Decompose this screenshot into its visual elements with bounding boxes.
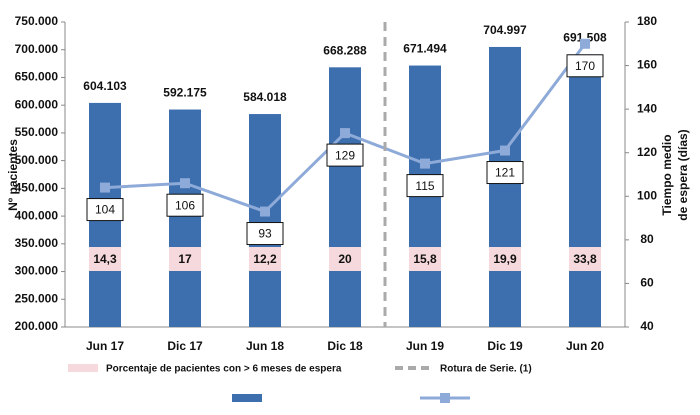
y-tick-label: 250.000: [15, 291, 59, 305]
legend-label: Porcentaje de pacientes con > 6 meses de…: [106, 364, 342, 375]
percent-label: 19,9: [493, 252, 517, 266]
legend-swatch: [232, 394, 262, 402]
y2-axis-label: de espera (días): [676, 129, 690, 220]
line-label-box: [406, 174, 444, 198]
line-label-box: [246, 222, 284, 246]
percent-label: 15,8: [413, 252, 437, 266]
percent-box: [249, 247, 281, 271]
y-tick-label: 300.000: [15, 264, 59, 278]
line-marker: [180, 178, 190, 189]
x-tick-label: Jun 18: [246, 339, 284, 353]
y-tick-label: 400.000: [15, 208, 59, 222]
percent-label: 12,2: [253, 252, 277, 266]
x-tick-label: Dic 18: [327, 339, 363, 353]
line-label-box: [166, 193, 204, 217]
line-value-label: 129: [335, 148, 355, 162]
line-marker: [420, 158, 430, 169]
line-label-box: [326, 143, 364, 167]
bar-value-label: 691.508: [563, 31, 607, 45]
x-tick-label: Jun 19: [406, 339, 444, 353]
y2-tick-label: 180: [637, 14, 657, 28]
y2-tick-label: 80: [640, 232, 654, 246]
percent-label: 14,3: [93, 252, 117, 266]
bar-value-label: 704.997: [483, 23, 527, 37]
y2-axis-label: Tiempo medio: [660, 134, 674, 215]
y-tick-label: 700.000: [15, 42, 59, 56]
line-value-label: 106: [175, 198, 195, 212]
x-tick-label: Jun 20: [566, 339, 604, 353]
percent-box: [489, 247, 521, 271]
percent-label: 20: [338, 252, 352, 266]
bar: [169, 109, 201, 327]
line-label-box: [566, 54, 604, 78]
x-tick-label: Dic 17: [167, 339, 203, 353]
percent-label: 33,8: [573, 252, 597, 266]
y-tick-label: 350.000: [15, 236, 59, 250]
percent-box: [409, 247, 441, 271]
percent-box: [569, 247, 601, 271]
line-marker: [340, 128, 350, 139]
bar-value-label: 668.288: [323, 43, 367, 57]
line-marker: [500, 145, 510, 156]
x-tick-label: Jun 17: [86, 339, 124, 353]
legend-swatch: [68, 364, 98, 372]
line-label-box: [86, 198, 124, 222]
y-tick-label: 500.000: [15, 153, 59, 167]
bar: [489, 46, 521, 327]
line-value-label: 115: [415, 179, 434, 193]
y-tick-label: 600.000: [15, 97, 59, 111]
line-value-label: 93: [258, 227, 272, 241]
percent-box: [89, 247, 121, 271]
y2-tick-label: 140: [637, 101, 657, 115]
y-tick-label: 750.000: [15, 14, 59, 28]
y2-tick-label: 100: [637, 188, 657, 202]
percent-box: [329, 247, 361, 271]
line-marker: [260, 206, 270, 217]
percent-label: 17: [178, 252, 192, 266]
line-value-label: 104: [95, 203, 115, 217]
percent-box: [169, 247, 201, 271]
y-tick-label: 550.000: [15, 125, 59, 139]
line-value-label: 121: [495, 166, 515, 180]
bar-value-label: 592.175: [163, 86, 207, 100]
bar-value-label: 671.494: [403, 42, 447, 56]
x-tick-label: Dic 19: [487, 339, 523, 353]
y2-tick-label: 40: [640, 319, 654, 333]
bar: [249, 114, 281, 328]
legend-label: Rotura de Serie. (1): [440, 364, 532, 375]
bar-value-label: 604.103: [83, 79, 127, 93]
y-axis-label: Nº pacientes: [6, 139, 20, 211]
legend-swatch: [440, 393, 450, 403]
y-tick-label: 200.000: [15, 319, 59, 333]
y-tick-label: 650.000: [15, 70, 59, 84]
y2-tick-label: 160: [637, 58, 657, 72]
line-marker: [100, 182, 110, 193]
y-tick-label: 450.000: [15, 181, 59, 195]
y2-tick-label: 120: [637, 145, 657, 159]
line-value-label: 170: [575, 59, 595, 73]
y2-tick-label: 60: [640, 276, 654, 290]
bar-value-label: 584.018: [243, 90, 287, 104]
bar: [569, 54, 601, 328]
bar: [329, 67, 361, 327]
line-marker: [580, 38, 590, 49]
line-label-box: [486, 161, 524, 185]
